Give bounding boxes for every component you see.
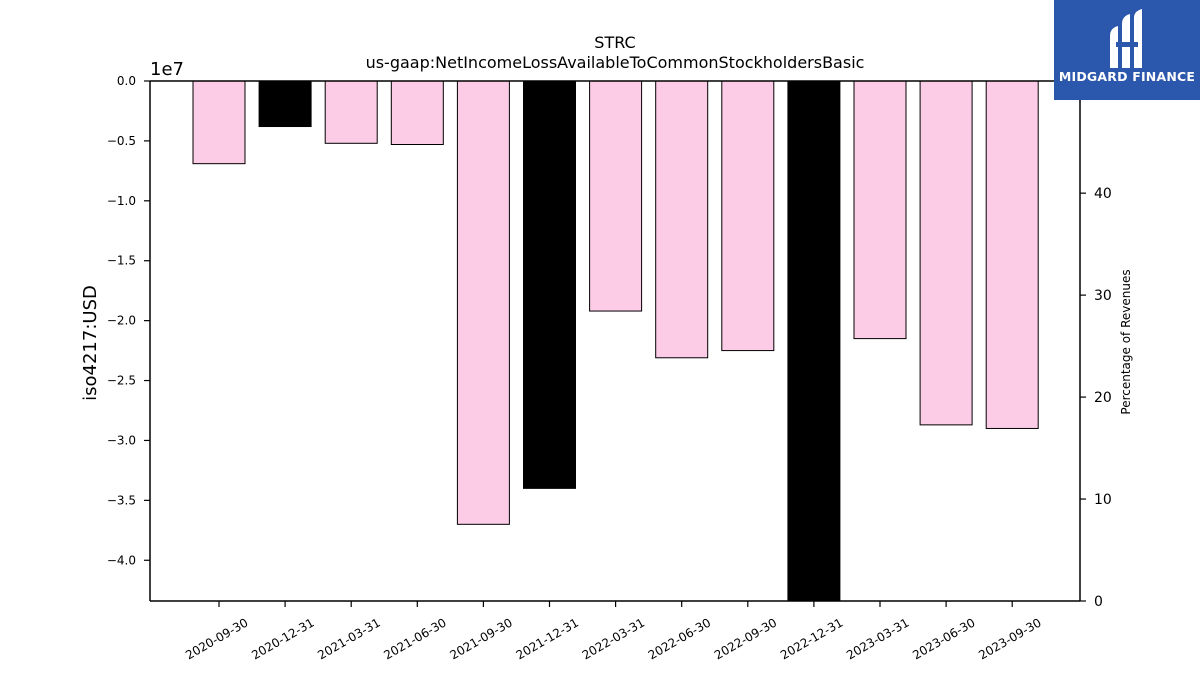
y2-tick-label: 30	[1094, 288, 1112, 304]
bar-2021-09-30	[456, 80, 510, 525]
y-tick-label: −3.5	[107, 493, 136, 507]
bar-2023-09-30	[985, 80, 1039, 429]
y2-tick-label: 10	[1094, 492, 1112, 508]
y2-tick-label: 40	[1094, 186, 1112, 202]
x-tick-label: 2021-09-30	[447, 615, 514, 662]
x-tick-label: 2022-09-30	[712, 615, 779, 662]
logo-text: MIDGARD FINANCE	[1058, 69, 1196, 84]
x-tick-label: 2021-03-31	[315, 615, 382, 662]
x-tick-label: 2020-12-31	[249, 615, 316, 662]
y-tick-label: −2.0	[107, 314, 136, 328]
y-tick-label: −1.0	[107, 194, 136, 208]
y-tick-label: 0.0	[117, 74, 136, 88]
y-tick-label: −1.5	[107, 254, 136, 268]
bar-2021-12-31	[523, 80, 576, 489]
x-tick-label: 2023-09-30	[976, 615, 1043, 662]
y2-axis-label: Percentage of Revenues	[1119, 269, 1133, 414]
bar-2021-03-31	[324, 80, 378, 144]
bar-2020-12-31	[258, 80, 312, 128]
bar-2022-12-31	[787, 80, 841, 602]
chart-subtitle: us-gaap:NetIncomeLossAvailableToCommonSt…	[366, 53, 865, 72]
midgard-logo-icon	[1110, 9, 1142, 68]
y-tick-label: −2.5	[107, 374, 136, 388]
bar-2022-09-30	[721, 80, 775, 352]
x-tick-label: 2023-03-31	[844, 615, 911, 662]
x-tick-label: 2022-03-31	[580, 615, 647, 662]
y-tick-label: −0.5	[107, 134, 136, 148]
bar-2021-06-30	[390, 80, 444, 146]
x-tick-label: 2021-06-30	[381, 615, 448, 662]
bar-2020-09-30	[192, 80, 246, 165]
bar-2023-03-31	[853, 80, 907, 340]
y2-tick-label: 0	[1094, 594, 1103, 610]
y-offset-label: 1e7	[150, 59, 184, 80]
x-tick-label: 2022-06-30	[646, 615, 713, 662]
midgard-finance-logo: MIDGARD FINANCE	[1054, 0, 1200, 100]
y2-tick-label: 20	[1094, 390, 1112, 406]
x-tick-label: 2021-12-31	[514, 615, 581, 662]
chart-title: STRC	[594, 33, 635, 52]
y-tick-label: −3.0	[107, 433, 136, 447]
bar-2022-06-30	[655, 80, 709, 359]
x-tick-label: 2022-12-31	[778, 615, 845, 662]
bar-2022-03-31	[589, 80, 643, 312]
x-tick-label: 2023-06-30	[910, 615, 977, 662]
x-tick-label: 2020-09-30	[183, 615, 250, 662]
y-axis-label: iso4217:USD	[80, 285, 101, 401]
bar-2023-06-30	[919, 80, 973, 426]
y-tick-label: −4.0	[107, 553, 136, 567]
